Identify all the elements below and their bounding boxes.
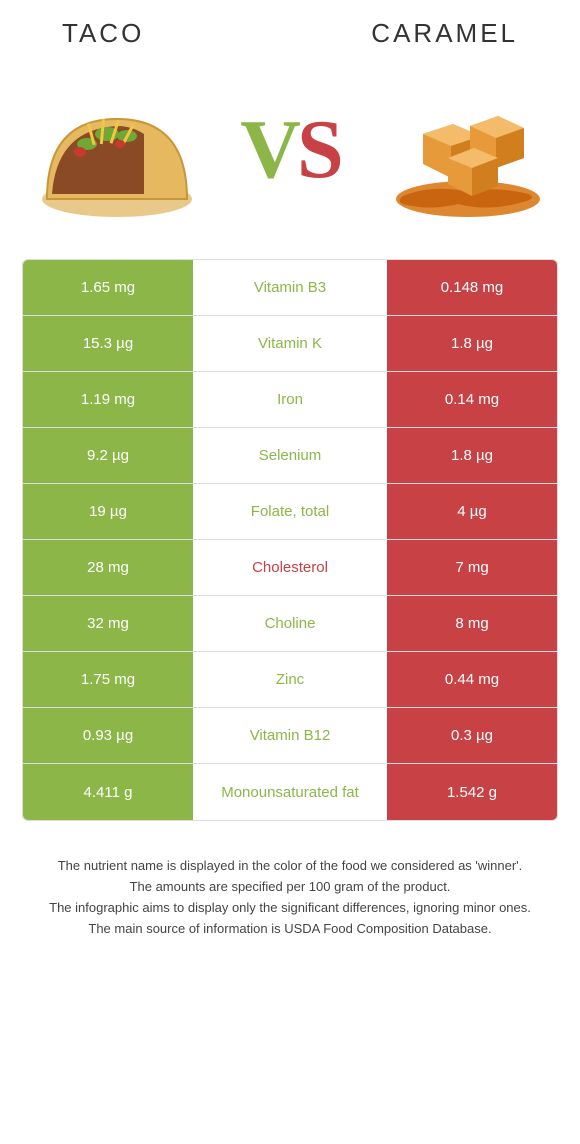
footnotes: The nutrient name is displayed in the co…: [22, 857, 558, 938]
comparison-infographic: TACO CARAMEL VS: [0, 0, 580, 958]
nutrient-label: Vitamin B3: [193, 260, 387, 315]
table-row: 1.19 mg Iron 0.14 mg: [23, 372, 557, 428]
left-value: 1.19 mg: [23, 372, 193, 427]
right-value: 0.44 mg: [387, 652, 557, 707]
nutrient-label: Selenium: [193, 428, 387, 483]
header-row: TACO CARAMEL: [22, 18, 558, 49]
vs-s: S: [297, 103, 340, 196]
right-value: 1.8 µg: [387, 316, 557, 371]
vs-v: V: [240, 103, 297, 196]
left-value: 19 µg: [23, 484, 193, 539]
left-value: 15.3 µg: [23, 316, 193, 371]
right-value: 4 µg: [387, 484, 557, 539]
table-row: 15.3 µg Vitamin K 1.8 µg: [23, 316, 557, 372]
table-row: 1.75 mg Zinc 0.44 mg: [23, 652, 557, 708]
images-row: VS: [22, 69, 558, 229]
right-value: 1.8 µg: [387, 428, 557, 483]
table-row: 0.93 µg Vitamin B12 0.3 µg: [23, 708, 557, 764]
vs-label: VS: [240, 101, 339, 198]
footnote-line: The infographic aims to display only the…: [34, 899, 546, 918]
left-value: 1.65 mg: [23, 260, 193, 315]
left-value: 4.411 g: [23, 764, 193, 820]
footnote-line: The nutrient name is displayed in the co…: [34, 857, 546, 876]
nutrient-label: Vitamin B12: [193, 708, 387, 763]
table-row: 9.2 µg Selenium 1.8 µg: [23, 428, 557, 484]
right-value: 7 mg: [387, 540, 557, 595]
caramel-icon: [378, 74, 548, 224]
left-value: 0.93 µg: [23, 708, 193, 763]
nutrient-label: Zinc: [193, 652, 387, 707]
footnote-line: The main source of information is USDA F…: [34, 920, 546, 939]
left-value: 9.2 µg: [23, 428, 193, 483]
nutrient-table: 1.65 mg Vitamin B3 0.148 mg 15.3 µg Vita…: [22, 259, 558, 821]
nutrient-label: Iron: [193, 372, 387, 427]
taco-icon: [32, 74, 202, 224]
right-value: 0.3 µg: [387, 708, 557, 763]
right-value: 0.14 mg: [387, 372, 557, 427]
left-value: 28 mg: [23, 540, 193, 595]
right-value: 1.542 g: [387, 764, 557, 820]
nutrient-label: Vitamin K: [193, 316, 387, 371]
footnote-line: The amounts are specified per 100 gram o…: [34, 878, 546, 897]
nutrient-label: Folate, total: [193, 484, 387, 539]
table-row: 4.411 g Monounsaturated fat 1.542 g: [23, 764, 557, 820]
caramel-image: [378, 69, 548, 229]
right-value: 0.148 mg: [387, 260, 557, 315]
right-food-title: CARAMEL: [371, 18, 518, 49]
nutrient-label: Cholesterol: [193, 540, 387, 595]
left-food-title: TACO: [62, 18, 144, 49]
table-row: 28 mg Cholesterol 7 mg: [23, 540, 557, 596]
nutrient-label: Monounsaturated fat: [193, 764, 387, 820]
left-value: 1.75 mg: [23, 652, 193, 707]
right-value: 8 mg: [387, 596, 557, 651]
table-row: 32 mg Choline 8 mg: [23, 596, 557, 652]
taco-image: [32, 69, 202, 229]
left-value: 32 mg: [23, 596, 193, 651]
table-row: 1.65 mg Vitamin B3 0.148 mg: [23, 260, 557, 316]
table-row: 19 µg Folate, total 4 µg: [23, 484, 557, 540]
nutrient-label: Choline: [193, 596, 387, 651]
